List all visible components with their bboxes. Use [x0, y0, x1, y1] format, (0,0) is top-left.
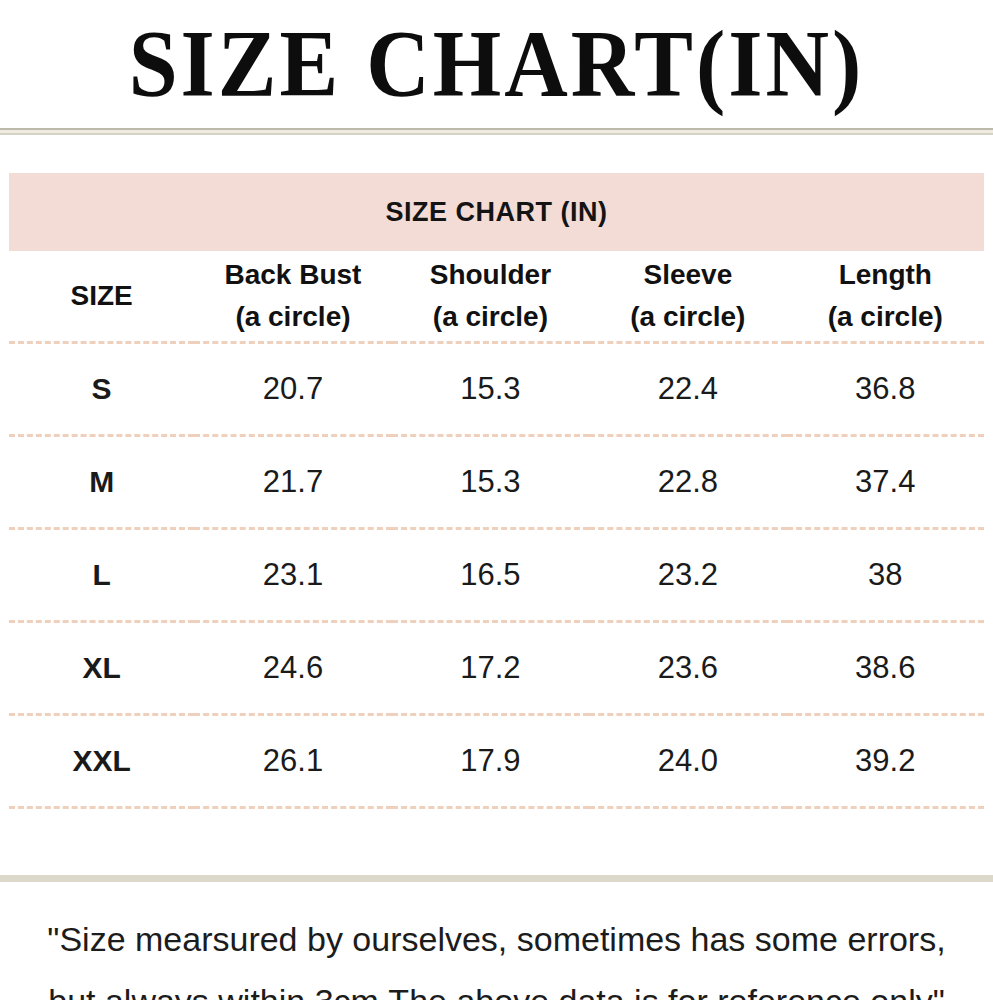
disclaimer-text: "Size mearsured by ourselves, sometimes …: [0, 908, 993, 1000]
value-cell: 17.9: [392, 715, 589, 808]
column-header-back-bust: Back Bust (a circle): [194, 251, 391, 343]
bottom-separator: [0, 875, 993, 882]
column-label: Back Bust: [194, 254, 391, 296]
value-cell: 26.1: [194, 715, 391, 808]
value-cell: 23.1: [194, 529, 391, 622]
column-sublabel: (a circle): [787, 296, 984, 338]
value-cell: 24.6: [194, 622, 391, 715]
table-banner: SIZE CHART (IN): [9, 173, 984, 251]
size-table: SIZE Back Bust (a circle) Shoulder (a ci…: [9, 251, 984, 809]
disclaimer-line-1: "Size mearsured by ourselves, sometimes …: [0, 908, 993, 970]
table-row: S20.715.322.436.8: [9, 343, 984, 436]
column-label: Sleeve: [589, 254, 786, 296]
value-cell: 23.2: [589, 529, 786, 622]
value-cell: 39.2: [787, 715, 984, 808]
table-header-row: SIZE Back Bust (a circle) Shoulder (a ci…: [9, 251, 984, 343]
column-label: SIZE: [9, 275, 194, 317]
size-cell: L: [9, 529, 194, 622]
column-sublabel: (a circle): [194, 296, 391, 338]
value-cell: 38: [787, 529, 984, 622]
value-cell: 20.7: [194, 343, 391, 436]
column-label: Shoulder: [392, 254, 589, 296]
value-cell: 15.3: [392, 436, 589, 529]
column-header-sleeve: Sleeve (a circle): [589, 251, 786, 343]
value-cell: 17.2: [392, 622, 589, 715]
table-row: XL24.617.223.638.6: [9, 622, 984, 715]
size-chart-section: SIZE CHART (IN) SIZE Back Bust (a circle…: [9, 173, 984, 809]
value-cell: 15.3: [392, 343, 589, 436]
size-cell: XXL: [9, 715, 194, 808]
value-cell: 37.4: [787, 436, 984, 529]
column-sublabel: (a circle): [589, 296, 786, 338]
value-cell: 22.4: [589, 343, 786, 436]
value-cell: 21.7: [194, 436, 391, 529]
column-label: Length: [787, 254, 984, 296]
disclaimer-line-2: but always within 3cm.The above data is …: [0, 970, 993, 1000]
table-row: M21.715.322.837.4: [9, 436, 984, 529]
column-header-size: SIZE: [9, 251, 194, 343]
column-header-length: Length (a circle): [787, 251, 984, 343]
table-row: XXL26.117.924.039.2: [9, 715, 984, 808]
value-cell: 38.6: [787, 622, 984, 715]
value-cell: 23.6: [589, 622, 786, 715]
size-cell: XL: [9, 622, 194, 715]
value-cell: 16.5: [392, 529, 589, 622]
table-row: L23.116.523.238: [9, 529, 984, 622]
size-cell: M: [9, 436, 194, 529]
column-sublabel: (a circle): [392, 296, 589, 338]
table-body: S20.715.322.436.8M21.715.322.837.4L23.11…: [9, 343, 984, 808]
value-cell: 36.8: [787, 343, 984, 436]
size-cell: S: [9, 343, 194, 436]
value-cell: 24.0: [589, 715, 786, 808]
page-title: SIZE CHART(IN): [0, 0, 993, 133]
column-header-shoulder: Shoulder (a circle): [392, 251, 589, 343]
value-cell: 22.8: [589, 436, 786, 529]
